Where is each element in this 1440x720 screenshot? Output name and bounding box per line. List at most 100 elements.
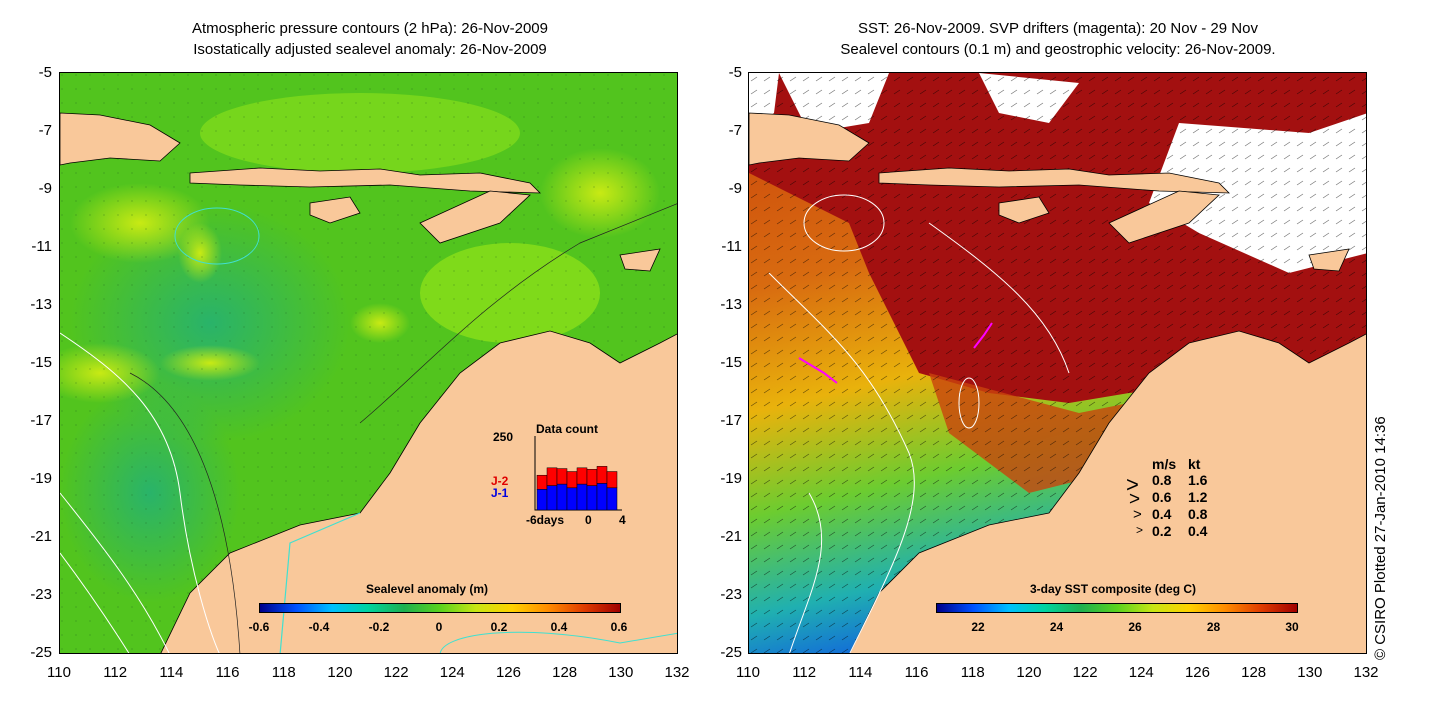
- right-title-line1: SST: 26-Nov-2009. SVP drifters (magenta)…: [858, 20, 1258, 37]
- colorbar-tick-label: 0.2: [490, 620, 508, 634]
- x-tick-label: 118: [960, 664, 985, 681]
- left-title-line2: Isostatically adjusted sealevel anomaly:…: [193, 41, 547, 58]
- left-title-line1: Atmospheric pressure contours (2 hPa): 2…: [191, 20, 548, 37]
- y-tick-label: -13: [720, 296, 742, 313]
- x-tick-label: 130: [608, 664, 634, 681]
- colorbar-tick-label: 0.6: [610, 620, 628, 634]
- x-tick-label: 110: [47, 664, 71, 681]
- velocity-legend-header-kt: kt: [1188, 456, 1201, 472]
- velocity-arrow-icon: >: [1133, 506, 1142, 523]
- y-tick-label: -7: [728, 122, 742, 139]
- left-title: Atmospheric pressure contours (2 hPa): 2…: [60, 18, 680, 60]
- velocity-ms-value: 0.6: [1152, 489, 1172, 505]
- y-tick-label: -17: [720, 412, 742, 429]
- velocity-ms-value: 0.2: [1152, 523, 1172, 539]
- y-tick-label: -5: [38, 64, 52, 81]
- colorbar-tick-label: 0: [435, 620, 443, 634]
- y-tick-label: -5: [728, 64, 742, 81]
- inset-bar-j2: [556, 468, 568, 485]
- x-tick-label: 112: [792, 664, 817, 681]
- x-tick-label: 126: [495, 664, 521, 681]
- x-tick-label: 110: [736, 664, 760, 681]
- y-tick-label: -21: [30, 528, 52, 545]
- inset-title: Data count: [536, 422, 599, 436]
- y-tick-label: -9: [38, 180, 52, 197]
- inset-bar-j1: [596, 483, 608, 511]
- sst-map: [748, 72, 1367, 654]
- left-colorbar: [259, 603, 621, 613]
- x-tick-label: 122: [383, 664, 409, 681]
- colorbar-tick-label: 24: [1049, 620, 1064, 634]
- velocity-arrow-icon: >: [1126, 472, 1139, 497]
- x-tick-label: 120: [327, 664, 353, 681]
- colorbar-tick-label: 28: [1206, 620, 1221, 634]
- colorbar-tick-label: -0.4: [308, 620, 330, 634]
- right-colorbar-title: 3-day SST composite (deg C): [1030, 582, 1197, 596]
- sst-map-canvas: [749, 73, 1366, 653]
- velocity-kt-value: 0.4: [1188, 523, 1208, 539]
- inset-bar-j1: [576, 483, 588, 511]
- inset-bar-j2: [576, 467, 588, 485]
- x-tick-label: 128: [1241, 664, 1267, 681]
- y-tick-label: -25: [30, 644, 52, 661]
- sealevel-map: [59, 72, 678, 654]
- colorbar-tick-label: 30: [1285, 620, 1299, 634]
- y-tick-label: -15: [30, 354, 52, 371]
- y-tick-label: -9: [728, 180, 742, 197]
- inset-bar-j1: [546, 485, 558, 511]
- inset-bar-j2: [586, 469, 598, 486]
- x-tick-label: 116: [215, 664, 240, 681]
- colorbar-tick-label: 0.4: [550, 620, 568, 634]
- inset-bar-j1: [556, 483, 568, 511]
- x-tick-label: 114: [848, 664, 873, 681]
- y-tick-label: -17: [30, 412, 52, 429]
- velocity-ms-value: 0.8: [1152, 472, 1172, 488]
- inset-xlabel-right: 4: [619, 513, 626, 527]
- sealevel-map-canvas: [60, 73, 677, 653]
- x-tick-label: 124: [439, 664, 465, 681]
- y-tick-label: -25: [720, 644, 742, 661]
- colorbar-tick-label: -0.2: [368, 620, 390, 634]
- y-tick-label: -11: [721, 238, 742, 255]
- x-tick-label: 120: [1016, 664, 1042, 681]
- inset-bar-j1: [586, 485, 598, 511]
- inset-label-j2: J-2: [491, 474, 509, 488]
- right-title: SST: 26-Nov-2009. SVP drifters (magenta)…: [748, 18, 1368, 60]
- inset-bar-j2: [596, 466, 608, 484]
- right-colorbar: [936, 603, 1298, 613]
- x-tick-label: 128: [552, 664, 578, 681]
- inset-xlabel-mid: 0: [585, 513, 592, 527]
- inset-ymax: 250: [493, 430, 514, 444]
- y-tick-label: -19: [30, 470, 52, 487]
- x-tick-label: 114: [159, 664, 184, 681]
- y-tick-label: -23: [720, 586, 742, 603]
- inset-bar-j2: [536, 474, 548, 490]
- velocity-legend-header-ms: m/s: [1152, 456, 1177, 472]
- y-tick-label: -11: [31, 238, 52, 255]
- x-tick-label: 124: [1128, 664, 1154, 681]
- inset-bar-j1: [606, 487, 618, 511]
- colorbar-tick-label: 22: [971, 620, 985, 634]
- x-tick-label: 112: [103, 664, 128, 681]
- inset-bar-j1: [566, 487, 578, 511]
- x-tick-label: 130: [1297, 664, 1323, 681]
- y-tick-label: -7: [38, 122, 52, 139]
- inset-bar-j1: [536, 489, 548, 511]
- y-tick-label: -13: [30, 296, 52, 313]
- inset-bar-j2: [606, 471, 618, 489]
- x-tick-label: 116: [904, 664, 929, 681]
- colorbar-tick-label: -0.6: [248, 620, 270, 634]
- velocity-kt-value: 1.2: [1188, 489, 1208, 505]
- velocity-ms-value: 0.4: [1152, 506, 1172, 522]
- velocity-kt-value: 1.6: [1188, 472, 1208, 488]
- inset-bar-j2: [566, 471, 578, 489]
- inset-label-j1: J-1: [491, 486, 509, 500]
- velocity-kt-value: 0.8: [1188, 506, 1208, 522]
- y-tick-label: -21: [720, 528, 742, 545]
- y-tick-label: -23: [30, 586, 52, 603]
- x-tick-label: 126: [1184, 664, 1210, 681]
- inset-xlabel-left: -6days: [526, 513, 565, 527]
- y-tick-label: -19: [720, 470, 742, 487]
- copyright-note: © CSIRO Plotted 27-Jan-2010 14:36: [1372, 416, 1389, 660]
- x-tick-label: 122: [1072, 664, 1098, 681]
